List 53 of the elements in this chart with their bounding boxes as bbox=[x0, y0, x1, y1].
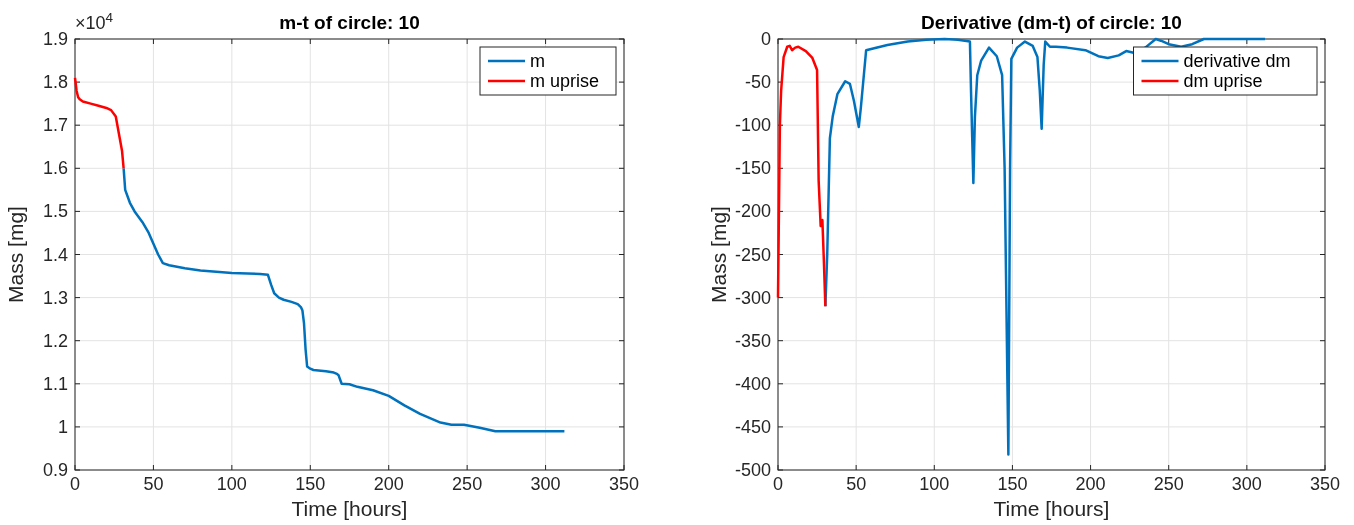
x-tick-label: 50 bbox=[143, 474, 164, 494]
y-tick-label: 1 bbox=[57, 416, 68, 437]
x-axis-title: Time [hours] bbox=[291, 497, 408, 520]
y-tick-label: -100 bbox=[734, 115, 771, 136]
x-tick-label: 50 bbox=[846, 474, 867, 494]
x-tick-label: 200 bbox=[1075, 474, 1106, 494]
y-tick-label: -400 bbox=[734, 373, 771, 394]
y-tick-label: -250 bbox=[734, 244, 771, 265]
x-axis-title: Time [hours] bbox=[993, 497, 1110, 520]
y-tick-label: 1.1 bbox=[42, 373, 68, 394]
x-tick-label: 150 bbox=[295, 474, 326, 494]
y-tick-label: 1.5 bbox=[42, 201, 68, 222]
chart-title: m-t of circle: 10 bbox=[279, 12, 420, 33]
y-tick-label: -450 bbox=[734, 416, 771, 437]
y-tick-label: 1.7 bbox=[42, 115, 68, 136]
x-tick-label: 200 bbox=[373, 474, 404, 494]
y-tick-label: -50 bbox=[744, 72, 771, 93]
chart-title: Derivative (dm-t) of circle: 10 bbox=[921, 12, 1182, 33]
x-tick-label: 100 bbox=[919, 474, 950, 494]
x-tick-label: 0 bbox=[772, 474, 784, 494]
y-tick-label: 1.9 bbox=[42, 29, 68, 49]
y-tick-label: 1.6 bbox=[42, 158, 68, 179]
legend-label: derivative dm bbox=[1183, 51, 1291, 71]
x-tick-label: 150 bbox=[997, 474, 1028, 494]
y-tick-label: -300 bbox=[734, 287, 771, 308]
legend-label: m uprise bbox=[530, 71, 600, 91]
y-tick-label: 1.8 bbox=[42, 72, 68, 93]
y-axis-title: Mass [mg] bbox=[707, 206, 730, 303]
legend-label: m bbox=[530, 51, 545, 71]
y-tick-label: 1.2 bbox=[42, 330, 68, 351]
y-tick-label: -150 bbox=[734, 158, 771, 179]
y-axis-title: Mass [mg] bbox=[4, 206, 27, 303]
y-tick-label: 1.3 bbox=[42, 287, 68, 308]
x-tick-label: 250 bbox=[1153, 474, 1184, 494]
legend-label: dm uprise bbox=[1183, 71, 1263, 91]
x-tick-label: 100 bbox=[216, 474, 247, 494]
line-series bbox=[122, 167, 566, 433]
y-tick-label: 0.9 bbox=[42, 460, 68, 480]
x-tick-label: 350 bbox=[1309, 474, 1341, 494]
x-tick-label: 350 bbox=[608, 474, 640, 494]
y-tick-label: -350 bbox=[734, 330, 771, 351]
line-series bbox=[776, 44, 827, 308]
line-series bbox=[73, 76, 125, 170]
x-tick-label: 300 bbox=[1231, 474, 1262, 494]
y-tick-label: 0 bbox=[760, 29, 771, 49]
line-series bbox=[824, 37, 1267, 456]
x-tick-label: 0 bbox=[69, 474, 81, 494]
text: ×10$^{4}$ bbox=[75, 9, 114, 33]
x-tick-label: 300 bbox=[530, 474, 561, 494]
y-tick-label: -500 bbox=[734, 460, 771, 480]
x-tick-label: 250 bbox=[452, 474, 483, 494]
y-tick-label: 1.4 bbox=[42, 244, 68, 265]
y-tick-label: -200 bbox=[734, 201, 771, 222]
